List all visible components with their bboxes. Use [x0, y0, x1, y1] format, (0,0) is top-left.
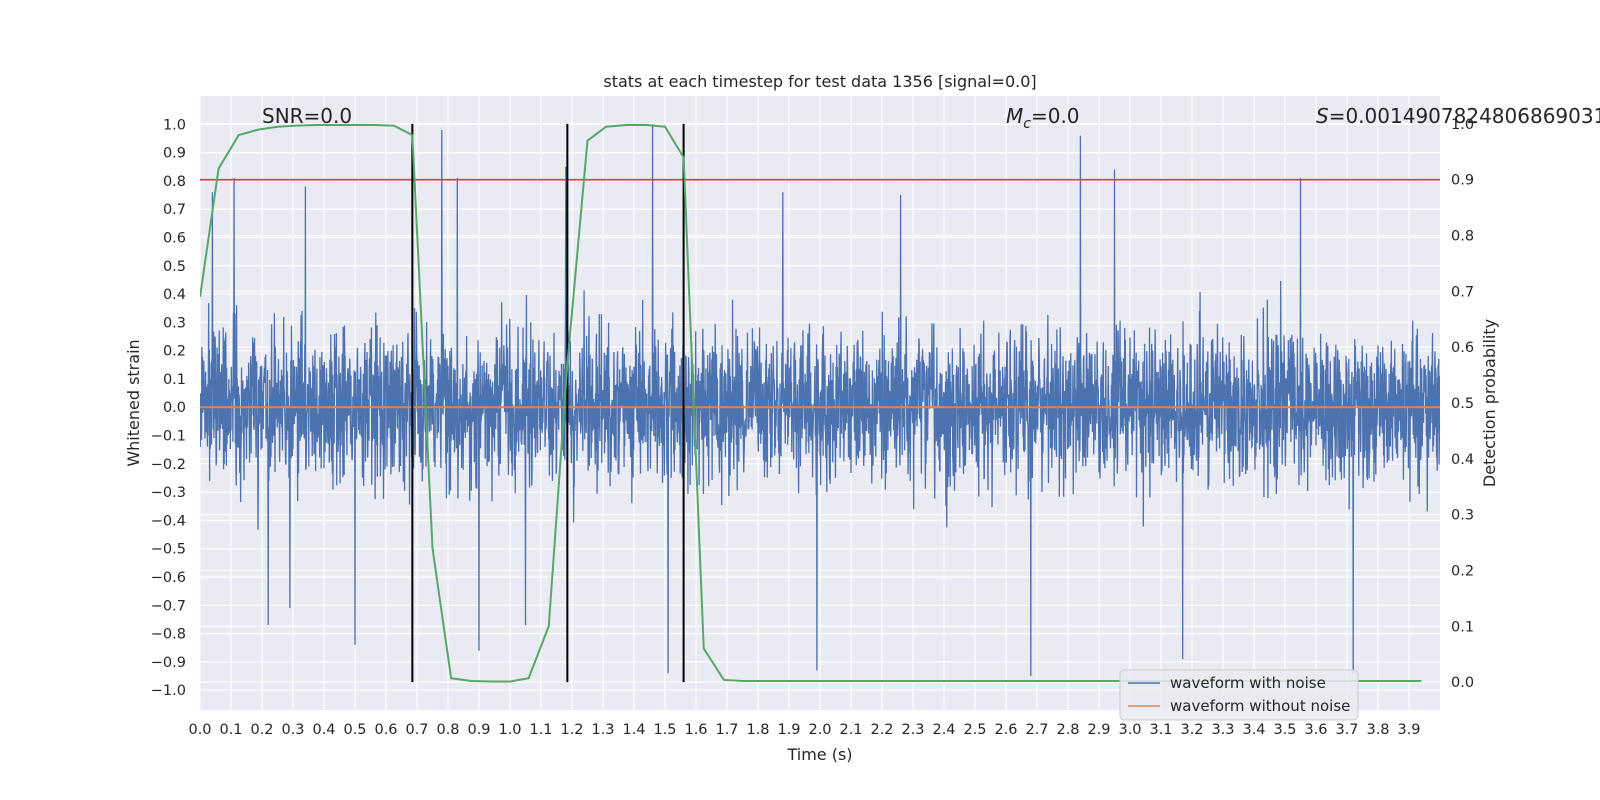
y-tick-label-left: −0.9	[151, 655, 186, 671]
y-tick-label-right: 0.2	[1451, 563, 1474, 579]
y-tick-label-left: −0.2	[151, 457, 186, 473]
x-tick-label: 1.0	[498, 722, 521, 738]
mc-subscript: c	[1023, 116, 1031, 132]
y-tick-label-left: −0.1	[151, 429, 186, 445]
x-tick-label: 0.8	[436, 722, 459, 738]
y-tick-label-left: −0.7	[151, 598, 186, 614]
s-annotation: S=0.0014907824806869031	[1316, 104, 1600, 128]
y-tick-label-left: 0.0	[163, 400, 186, 416]
y-tick-label-right: 0.4	[1451, 452, 1474, 468]
x-tick-label: 0.6	[374, 722, 397, 738]
y-tick-label-left: −0.5	[151, 542, 186, 558]
y-tick-label-left: 1.0	[163, 117, 186, 133]
x-tick-label: 2.0	[808, 722, 831, 738]
y-tick-label-left: 0.3	[163, 315, 186, 331]
mc-value: =0.0	[1031, 104, 1080, 128]
y-tick-label-right: 1.0	[1451, 117, 1474, 133]
s-value: =0.0014907824806869031	[1329, 104, 1600, 128]
y-tick-label-right: 0.5	[1451, 396, 1474, 412]
x-tick-label: 0.0	[188, 722, 211, 738]
x-tick-label: 3.9	[1397, 722, 1420, 738]
x-tick-label: 1.4	[622, 722, 645, 738]
y-tick-label-right: 0.1	[1451, 619, 1474, 635]
series-layer	[200, 123, 1440, 683]
x-tick-label: 1.3	[591, 722, 614, 738]
y-tick-label-left: −0.4	[151, 513, 186, 529]
y-tick-label-right: 0.0	[1451, 675, 1474, 691]
y-tick-label-left: 0.6	[163, 230, 186, 246]
mc-symbol: M	[1006, 104, 1023, 128]
x-tick-label: 3.0	[1118, 722, 1141, 738]
series-waveform-with-noise	[200, 124, 1440, 677]
y-tick-label-left: −0.8	[151, 627, 186, 643]
x-tick-label: 3.4	[1242, 722, 1265, 738]
y-tick-label-left: 0.7	[163, 202, 186, 218]
y-tick-label-right: 0.9	[1451, 173, 1474, 189]
legend: waveform with noise waveform without noi…	[1119, 669, 1359, 721]
x-tick-label: 0.3	[281, 722, 304, 738]
series-detection-probability	[200, 124, 1422, 683]
x-tick-label: 2.4	[932, 722, 955, 738]
y-tick-label-left: 0.9	[163, 146, 186, 162]
x-axis-label: Time (s)	[786, 745, 852, 764]
y-tick-label-left: −0.3	[151, 485, 186, 501]
x-tick-label: 3.3	[1211, 722, 1234, 738]
x-tick-label: 3.2	[1180, 722, 1203, 738]
x-tick-label: 0.5	[343, 722, 366, 738]
snr-annotation: SNR=0.0	[262, 104, 352, 128]
y-tick-label-left: 0.4	[163, 287, 186, 303]
y-axis-label-right: Detection probability	[1480, 319, 1499, 487]
y-tick-label-left: 0.8	[163, 174, 186, 190]
x-tick-label: 2.2	[870, 722, 893, 738]
x-tick-label: 3.6	[1304, 722, 1327, 738]
y-tick-label-right: 0.3	[1451, 508, 1474, 524]
x-tick-label: 2.3	[901, 722, 924, 738]
x-tick-label: 3.1	[1149, 722, 1172, 738]
x-tick-labels: 0.0 0.1 0.2 0.3 0.4 0.5 0.6 0.7 0.8 0.9 1.0 1.1 1.2 1…	[188, 722, 1420, 738]
y-tick-label-right: 0.6	[1451, 340, 1474, 356]
x-tick-label: 1.8	[746, 722, 769, 738]
x-tick-label: 2.6	[994, 722, 1017, 738]
x-tick-label: 0.1	[219, 722, 242, 738]
y-tick-label-right: 0.7	[1451, 284, 1474, 300]
right-tick-labels: 1.0 0.9 0.8 0.7 0.6 0.5 0.4 0.3 0.2 0.1 0.0	[1451, 117, 1474, 691]
y-tick-label-left: 0.2	[163, 344, 186, 360]
x-tick-label: 2.8	[1056, 722, 1079, 738]
legend-label-noise: waveform with noise	[1170, 674, 1326, 692]
x-tick-label: 0.2	[250, 722, 273, 738]
left-tick-labels: 1.0 0.9 0.8 0.7 0.6 0.5 0.4 0.3 0.2 0.1 0.0 −0.1 −0.…	[151, 117, 186, 699]
y-tick-label-left: −1.0	[151, 683, 186, 699]
x-tick-label: 3.7	[1335, 722, 1358, 738]
x-tick-label: 1.7	[715, 722, 738, 738]
x-tick-label: 2.5	[963, 722, 986, 738]
y-axis-label-left: Whitened strain	[124, 339, 143, 466]
x-tick-label: 1.2	[560, 722, 583, 738]
y-tick-label-left: 0.1	[163, 372, 186, 388]
x-tick-label: 0.7	[405, 722, 428, 738]
x-tick-label: 2.7	[1025, 722, 1048, 738]
y-tick-label-left: −0.6	[151, 570, 186, 586]
y-tick-label-right: 0.8	[1451, 229, 1474, 245]
chart-title: stats at each timestep for test data 135…	[603, 72, 1036, 91]
x-tick-label: 1.5	[653, 722, 676, 738]
x-tick-label: 0.4	[312, 722, 335, 738]
x-tick-label: 1.1	[529, 722, 552, 738]
x-tick-label: 2.9	[1087, 722, 1110, 738]
x-tick-label: 1.9	[777, 722, 800, 738]
y-tick-label-left: 0.5	[163, 259, 186, 275]
s-symbol: S	[1316, 104, 1329, 128]
x-tick-label: 3.5	[1273, 722, 1296, 738]
x-tick-label: 3.8	[1366, 722, 1389, 738]
x-tick-label: 0.9	[467, 722, 490, 738]
x-tick-label: 1.6	[684, 722, 707, 738]
legend-box	[1119, 669, 1359, 721]
mc-annotation: Mc=0.0	[1006, 104, 1080, 132]
x-tick-label: 2.1	[839, 722, 862, 738]
legend-label-clean: waveform without noise	[1170, 697, 1350, 715]
